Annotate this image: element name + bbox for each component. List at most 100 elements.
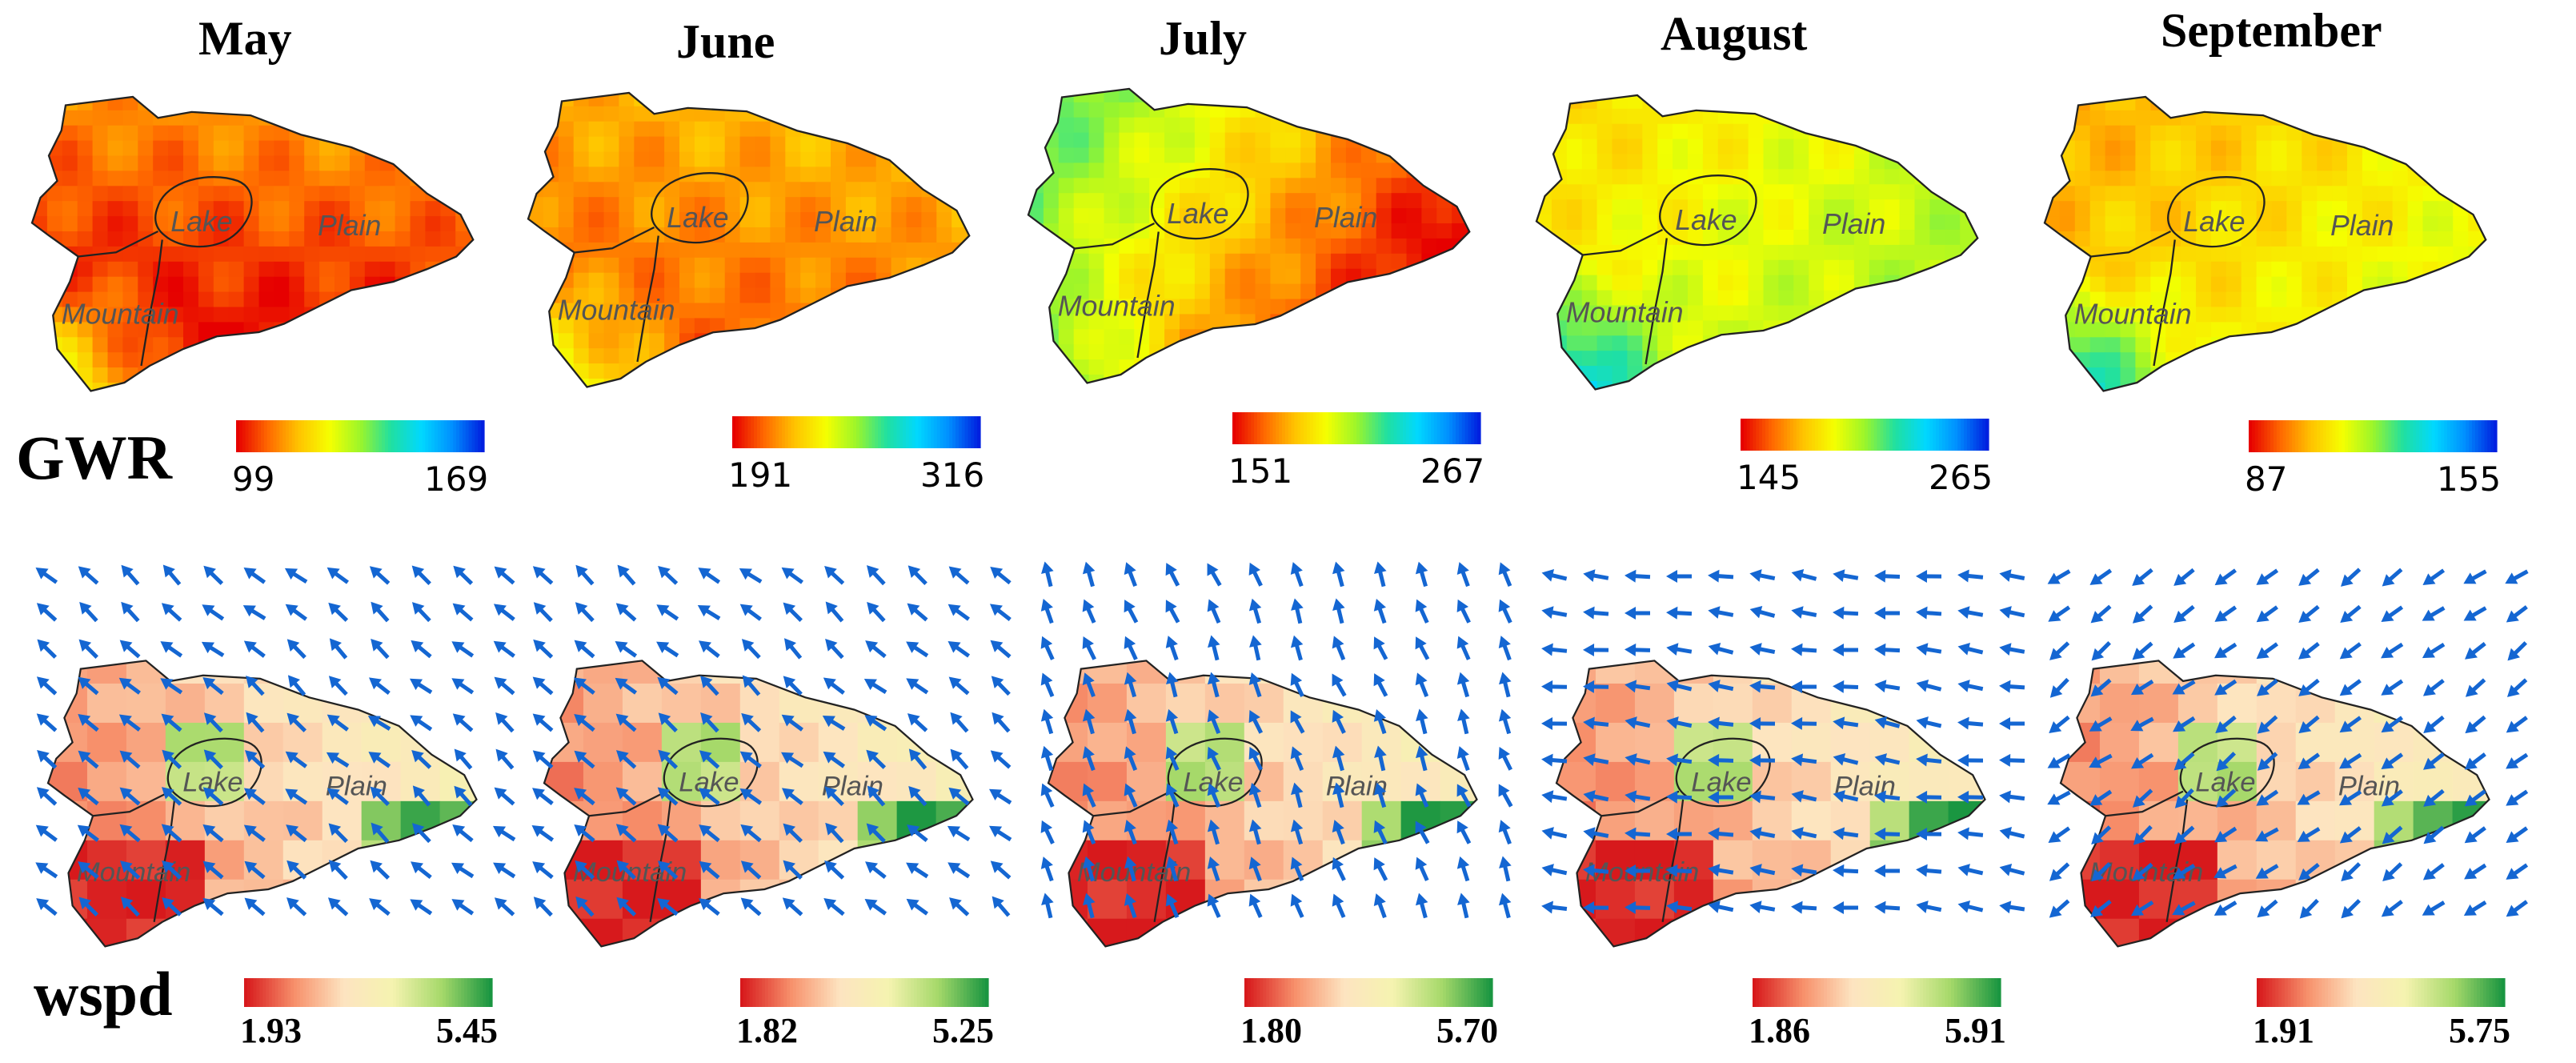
- colorbar-swatch: [2494, 420, 2498, 452]
- gwr-cell: [2468, 231, 2484, 247]
- gwr-cell: [2347, 367, 2363, 383]
- gwr-cell: [365, 80, 380, 95]
- colorbar-swatch: [263, 420, 268, 452]
- colorbar-swatch: [951, 978, 955, 1007]
- gwr-cell: [845, 318, 862, 334]
- gwr-cell: [785, 378, 801, 387]
- gwr-cell: [1406, 147, 1422, 163]
- colorbar-swatch: [2462, 420, 2466, 452]
- gwr-cell: [1596, 290, 1613, 307]
- gwr-cell: [1104, 299, 1120, 315]
- wind-arrow-head: [1456, 856, 1470, 869]
- wind-arrow-head: [286, 860, 299, 873]
- gwr-cell: [1240, 72, 1256, 87]
- colorbar-swatch: [1381, 412, 1385, 444]
- wspd-cell: [1480, 644, 1519, 684]
- wind-arrow-head: [1290, 819, 1304, 832]
- gwr-cell: [1345, 102, 1362, 118]
- gwr-cell: [1452, 314, 1468, 330]
- gwr-cell: [2241, 80, 2257, 95]
- gwr-cell: [2225, 96, 2242, 111]
- gwr-cell: [1945, 351, 1961, 367]
- wind-arrow-head: [533, 639, 546, 652]
- gwr-cell: [440, 216, 456, 232]
- wspd-cell: [86, 800, 127, 841]
- wspd-cell: [1048, 683, 1088, 724]
- gwr-cell: [1657, 154, 1673, 170]
- wind-arrow-head: [1415, 672, 1428, 686]
- gwr-cell: [603, 272, 619, 289]
- gwr-cell: [588, 257, 605, 274]
- colorbar-swatch: [1306, 978, 1310, 1007]
- gwr-cell: [1058, 132, 1075, 149]
- wind-arrow-head: [371, 822, 383, 836]
- gwr-cell: [860, 333, 877, 349]
- colorbar-swatch: [1418, 412, 1422, 444]
- gwr-cell: [364, 96, 381, 111]
- gwr-cell: [2392, 140, 2409, 157]
- gwr-cell: [1180, 344, 1196, 360]
- gwr-cell: [1642, 244, 1658, 261]
- gwr-cell: [1467, 374, 1470, 383]
- gwr-cell: [800, 333, 816, 349]
- gwr-cell: [182, 382, 199, 391]
- gwr-cell: [2089, 307, 2106, 323]
- gwr-cell: [770, 151, 786, 167]
- gwr-cell: [679, 318, 695, 334]
- gwr-cell: [1058, 283, 1075, 300]
- gwr-cell: [2362, 186, 2378, 202]
- gwr-cell: [1421, 344, 1437, 360]
- gwr-cell: [1376, 223, 1392, 239]
- gwr-cell: [845, 166, 862, 183]
- gwr-cell: [1406, 178, 1422, 194]
- colorbar-swatch: [1247, 978, 1252, 1007]
- gwr-cell: [634, 212, 650, 228]
- colorbar-swatch: [747, 416, 751, 448]
- gwr-cell: [410, 140, 426, 157]
- gwr-cell: [32, 322, 48, 338]
- gwr-cell: [92, 155, 109, 171]
- colorbar-swatch: [2490, 420, 2494, 452]
- gwr-cell: [1642, 215, 1658, 231]
- gwr-cell: [1899, 215, 1916, 231]
- wind-arrow-head: [867, 785, 879, 799]
- wind-arrow-head: [991, 676, 1004, 688]
- gwr-cell: [1929, 215, 1945, 231]
- gwr-cell: [1702, 290, 1719, 307]
- gwr-cell: [1180, 223, 1196, 239]
- wspd-cell: [700, 800, 741, 841]
- wind-arrow-head: [452, 824, 466, 837]
- gwr-cell: [228, 140, 245, 157]
- gwr-cell: [679, 257, 695, 274]
- gwr-cell: [1702, 94, 1719, 110]
- gwr-cell: [2286, 110, 2302, 126]
- wind-arrow-head: [1332, 561, 1345, 575]
- gwr-cell: [1717, 335, 1734, 351]
- gwr-cell: [845, 227, 862, 243]
- gwr-cell: [2045, 155, 2061, 171]
- gwr-cell: [770, 106, 786, 122]
- gwr-cell: [2392, 110, 2409, 126]
- gwr-cell: [1331, 88, 1347, 103]
- wind-arrow-head: [121, 601, 134, 615]
- gwr-cell: [2392, 170, 2409, 187]
- gwr-cell: [2483, 216, 2486, 232]
- gwr-cell: [1853, 184, 1870, 200]
- gwr-cell: [2407, 367, 2424, 383]
- gwr-cell: [1733, 123, 1749, 140]
- colorbar-swatch: [483, 978, 487, 1007]
- gwr-cell: [573, 182, 590, 198]
- gwr-cell: [379, 186, 396, 202]
- gwr-cell: [334, 352, 351, 368]
- gwr-cell: [1642, 259, 1658, 276]
- gwr-cell: [1778, 351, 1794, 367]
- colorbar-swatch: [2370, 420, 2374, 452]
- wind-arrow-head: [36, 713, 50, 726]
- gwr-cell: [1673, 396, 1688, 411]
- gwr-cell: [1657, 380, 1673, 390]
- wind-arrow-head: [1124, 820, 1136, 832]
- gwr-cell: [724, 197, 741, 213]
- gwr-cell: [860, 257, 877, 274]
